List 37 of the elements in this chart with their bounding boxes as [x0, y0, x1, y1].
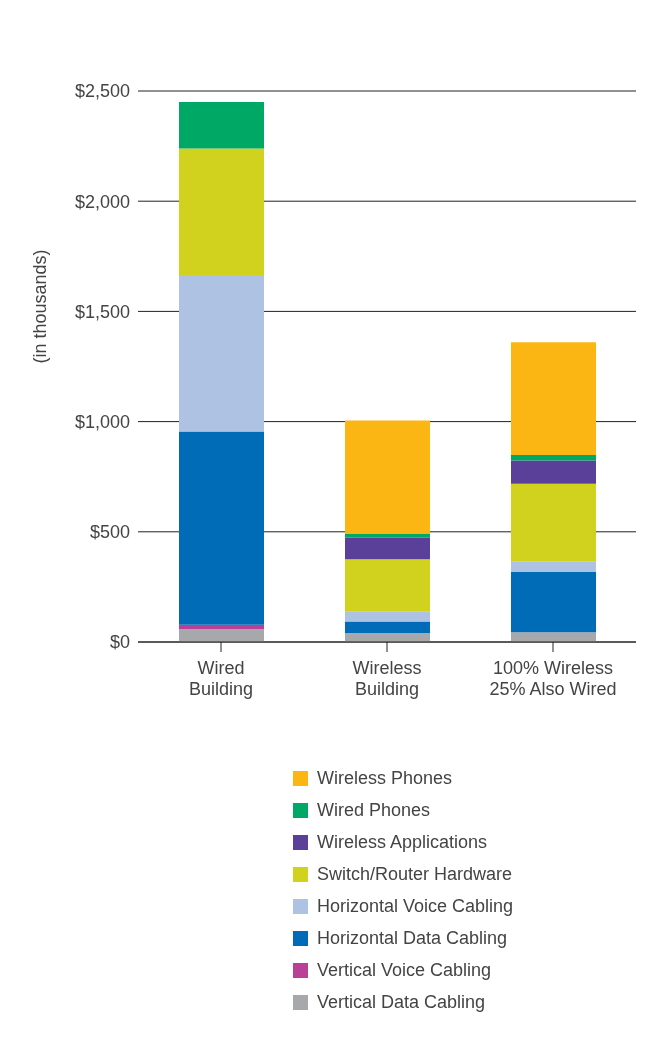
y-tick-label: $1,500 — [74, 301, 130, 322]
bar — [345, 611, 430, 622]
legend-label: Vertical Data Cabling — [317, 991, 486, 1013]
y-tick-label: $2,500 — [74, 81, 130, 102]
legend-label: Wireless Applications — [317, 831, 488, 853]
bar — [179, 629, 264, 642]
bar — [345, 537, 430, 560]
y-tick-label: $500 — [89, 522, 130, 543]
bar — [179, 624, 264, 630]
y-axis-title: (in thousands) — [30, 249, 51, 364]
bar — [179, 148, 264, 276]
bar — [511, 571, 596, 633]
bar — [345, 420, 430, 534]
bar — [345, 621, 430, 633]
bar — [511, 460, 596, 484]
x-tick-label: Wired Building — [188, 658, 254, 699]
legend-label: Horizontal Voice Cabling — [317, 895, 514, 917]
bar — [511, 483, 596, 562]
y-tick-label: $2,000 — [74, 191, 130, 212]
bar — [179, 275, 264, 432]
bar — [511, 632, 596, 642]
x-tick-label: 100% Wireless 25% Also Wired — [489, 658, 617, 699]
legend-label: Wireless Phones — [317, 767, 453, 789]
bar — [511, 455, 596, 461]
legend-label: Horizontal Data Cabling — [317, 927, 508, 949]
legend-label: Switch/Router Hardware — [317, 863, 513, 885]
y-tick-label: $1,000 — [74, 411, 130, 432]
bar — [345, 533, 430, 538]
bar — [511, 561, 596, 572]
legend-label: Vertical Voice Cabling — [317, 959, 492, 981]
bar — [179, 431, 264, 625]
x-tick-label: Wireless Building — [352, 658, 422, 699]
bar — [511, 342, 596, 456]
bar — [345, 559, 430, 612]
bar — [179, 102, 264, 149]
y-tick-label: $0 — [109, 632, 130, 653]
legend-label: Wired Phones — [317, 799, 431, 821]
